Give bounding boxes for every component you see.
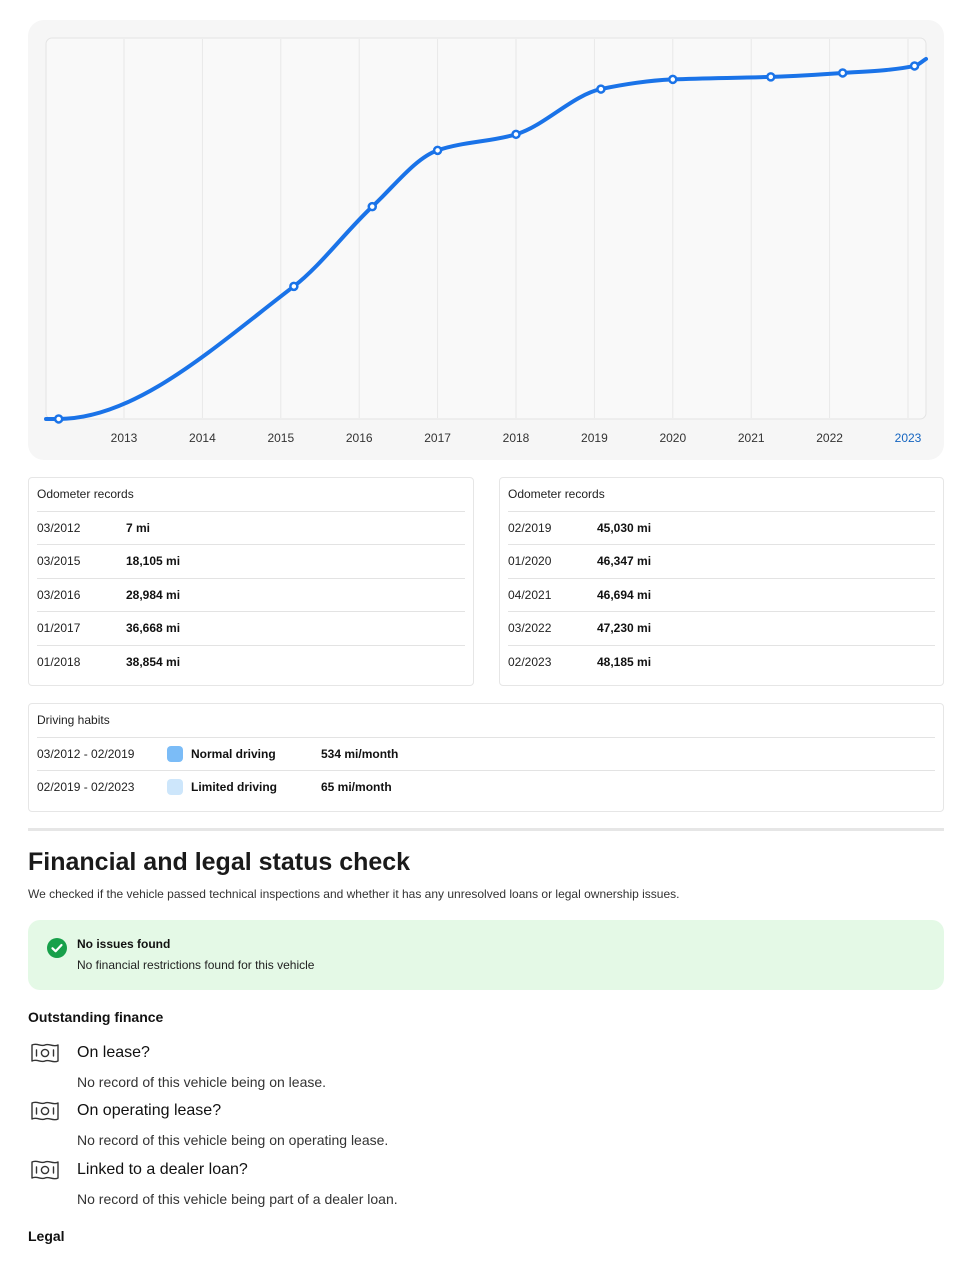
table-row: 01/2020 46,347 mi [508,544,935,577]
odometer-data-point[interactable] [766,72,776,82]
status-banner: No issues found No financial restriction… [28,920,944,990]
odometer-data-point[interactable] [53,414,64,424]
x-tick-label: 2021 [738,431,765,445]
table-row: 04/2021 46,694 mi [508,578,935,611]
finance-question: On operating lease? [77,1102,222,1119]
record-date: 01/2018 [37,655,81,669]
x-tick-label: 2018 [503,431,530,445]
record-value: 45,030 mi [597,521,652,535]
odometer-chart-card: 2013 2014 2015 2016 2017 2018 2019 2020 2021 2022… [28,20,944,460]
odometer-data-point[interactable] [367,201,378,212]
record-value: 36,668 mi [126,621,181,635]
record-value: 48,185 mi [597,655,652,669]
x-tick-label: 2023 [895,431,922,445]
table-row: 01/2018 38,854 mi [37,645,465,678]
table-row: 03/2012 7 mi [37,511,465,544]
table-row: 03/2012 - 02/2019 Normal driving 534 mi/… [37,737,935,770]
outstanding-finance-title: Outstanding finance [28,1009,164,1025]
odometer-table-header: Odometer records [508,487,605,501]
driving-habits-header: Driving habits [37,713,110,727]
record-value: 46,347 mi [597,554,652,568]
record-value: 18,105 mi [126,554,181,568]
record-date: 03/2015 [37,554,81,568]
record-date: 03/2012 [37,521,81,535]
table-row: 02/2023 48,185 mi [508,645,935,678]
x-tick-label: 2020 [659,431,686,445]
x-tick-label: 2017 [424,431,451,445]
finance-answer: No record of this vehicle being on opera… [77,1132,389,1148]
x-tick-label: 2015 [267,431,294,445]
record-date: 01/2020 [508,554,552,568]
finance-answer: No record of this vehicle being on lease… [77,1074,327,1090]
table-row: 03/2022 47,230 mi [508,611,935,644]
odometer-data-point[interactable] [432,145,443,156]
habit-label: Limited driving [191,780,278,794]
banknote-icon [30,1099,60,1123]
x-tick-label: 2013 [111,431,138,445]
section-title: Financial and legal status check [28,848,411,876]
record-date: 04/2021 [508,588,552,602]
driving-habits-table: Driving habits 03/2012 - 02/2019 Normal … [28,703,944,812]
legal-title: Legal [28,1228,65,1244]
check-circle-icon [47,938,67,958]
habit-period: 03/2012 - 02/2019 [37,747,135,761]
x-tick-label: 2022 [816,431,843,445]
odometer-table-right: Odometer records 02/2019 45,030 mi 01/202… [499,477,944,686]
finance-question: On lease? [77,1044,150,1061]
odometer-data-point[interactable] [289,281,299,292]
record-value: 7 mi [126,521,151,535]
finance-item-operating-lease: On operating lease? No record of this ve… [28,1099,944,1157]
banknote-icon [30,1041,60,1065]
record-date: 02/2019 [508,521,552,535]
record-date: 03/2016 [37,588,81,602]
plot-area [45,37,927,420]
table-row: 03/2016 28,984 mi [37,578,465,611]
odometer-data-point[interactable] [511,129,521,140]
section-divider [28,828,944,831]
x-tick-label: 2019 [581,431,608,445]
record-value: 47,230 mi [597,621,652,635]
finance-item-lease: On lease? No record of this vehicle bein… [28,1041,944,1099]
record-date: 02/2023 [508,655,552,669]
odometer-chart: 2013 2014 2015 2016 2017 2018 2019 2020 2021 2022… [44,37,928,445]
section-description: We checked if the vehicle passed technic… [28,887,680,901]
habit-rate: 65 mi/month [321,780,392,794]
odometer-table-header: Odometer records [37,487,134,501]
status-text: No financial restrictions found for this… [77,958,315,972]
status-title: No issues found [77,937,171,951]
table-row: 02/2019 45,030 mi [508,511,935,544]
odometer-data-point[interactable] [909,61,920,71]
record-value: 38,854 mi [126,655,181,669]
finance-answer: No record of this vehicle being part of … [77,1191,398,1207]
table-row: 01/2017 36,668 mi [37,611,465,644]
odometer-data-point[interactable] [837,68,848,78]
record-date: 01/2017 [37,621,81,635]
finance-question: Linked to a dealer loan? [77,1161,248,1178]
habit-color-swatch [167,746,183,762]
odometer-table-left: Odometer records 03/2012 7 mi 03/2015 18,1… [28,477,474,686]
odometer-data-point[interactable] [668,74,678,85]
odometer-data-point[interactable] [596,84,606,94]
table-row: 02/2019 - 02/2023 Limited driving 65 mi/… [37,770,935,803]
x-tick-label: 2014 [189,431,216,445]
habit-period: 02/2019 - 02/2023 [37,780,135,794]
table-row: 03/2015 18,105 mi [37,544,465,577]
habit-rate: 534 mi/month [321,747,399,761]
record-value: 46,694 mi [597,588,652,602]
banknote-icon [30,1158,60,1182]
x-tick-label: 2016 [346,431,373,445]
record-value: 28,984 mi [126,588,181,602]
finance-item-dealer-loan: Linked to a dealer loan? No record of th… [28,1158,944,1216]
habit-label: Normal driving [191,747,276,761]
habit-color-swatch [167,779,183,795]
record-date: 03/2022 [508,621,552,635]
